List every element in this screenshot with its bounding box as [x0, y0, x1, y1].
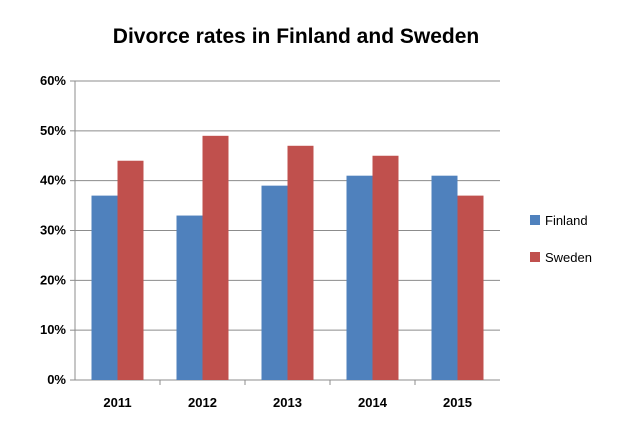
bar-sweden-2012 [202, 135, 229, 380]
bar-sweden-2013 [287, 145, 314, 380]
bar-finland-2013 [261, 185, 288, 380]
bar-sweden-2014 [372, 155, 399, 380]
bar-finland-2012 [176, 215, 203, 380]
x-tick-label: 2014 [358, 395, 388, 410]
legend-label-finland: Finland [545, 213, 588, 228]
bar-finland-2015 [431, 175, 458, 380]
legend-label-sweden: Sweden [545, 250, 592, 265]
bars [91, 135, 484, 380]
chart-title: Divorce rates in Finland and Sweden [113, 25, 479, 48]
x-tick-label: 2015 [443, 395, 472, 410]
legend-swatch-sweden [530, 252, 540, 262]
legend-swatch-finland [530, 215, 540, 225]
bar-finland-2014 [346, 175, 373, 380]
y-tick-label: 50% [40, 123, 66, 138]
x-axis-ticks: 2011 2012 2013 2014 2015 [103, 395, 472, 410]
legend: Finland Sweden [530, 213, 592, 265]
x-tick-label: 2013 [273, 395, 302, 410]
y-tick-label: 20% [40, 272, 66, 287]
bar-sweden-2015 [457, 195, 484, 380]
y-tick-label: 10% [40, 322, 66, 337]
bar-sweden-2011 [117, 160, 144, 380]
y-tick-label: 40% [40, 173, 66, 188]
y-tick-label: 30% [40, 223, 66, 238]
x-tick-label: 2012 [188, 395, 217, 410]
y-tick-label: 60% [40, 73, 66, 88]
x-tick-label: 2011 [103, 395, 131, 410]
bar-finland-2011 [91, 195, 118, 380]
y-tick-label: 0% [47, 372, 66, 387]
y-axis-ticks: 0% 10% 20% 30% 40% 50% 60% [40, 73, 66, 387]
